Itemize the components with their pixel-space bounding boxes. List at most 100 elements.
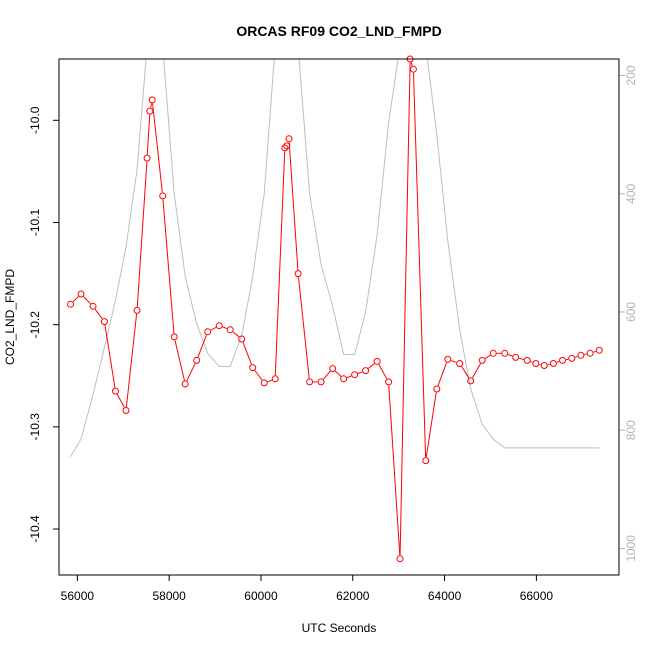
- co2-series-segment: [72, 296, 79, 303]
- co2-data-point: [444, 355, 452, 363]
- y-tick-label: -10.1: [28, 209, 42, 237]
- co2-series-segment: [242, 342, 252, 365]
- co2-data-point: [285, 135, 293, 143]
- right-y-tick-label: 600: [624, 302, 638, 322]
- co2-data-point: [159, 192, 167, 200]
- co2-data-point: [215, 322, 223, 330]
- x-tick-label: 58000: [152, 589, 186, 603]
- co2-data-point: [523, 356, 531, 364]
- co2-data-point: [260, 379, 268, 387]
- co2-data-point: [133, 306, 141, 314]
- co2-data-point: [281, 144, 289, 152]
- co2-data-point: [595, 346, 603, 354]
- co2-series-segment: [254, 370, 263, 381]
- y-axis: -10.4 -10.3 -10.2 -10.1 -10.0: [28, 106, 59, 543]
- co2-data-point: [362, 367, 370, 375]
- co2-series-segment: [150, 103, 152, 108]
- right-axis-series: [70, 59, 600, 458]
- co2-data-point: [577, 351, 585, 359]
- co2-series-segment: [232, 331, 240, 338]
- co2-series-segment: [413, 72, 427, 458]
- co2-data-point: [67, 300, 74, 308]
- co2-data-point: [456, 360, 464, 367]
- co2-series-segment: [484, 354, 491, 359]
- co2-series-segment: [116, 393, 125, 408]
- co2-series-segment: [451, 360, 457, 363]
- co2-data-point: [89, 302, 97, 310]
- right-y-axis: 200 400 600 800 1000: [619, 65, 638, 562]
- co2-series-segment: [174, 340, 185, 381]
- right-y-tick-label: 800: [624, 420, 638, 440]
- x-axis-label: UTC Seconds: [302, 621, 377, 635]
- co2-series-segment: [530, 361, 533, 363]
- co2-series-segment: [556, 361, 560, 363]
- co2-data-point: [385, 378, 393, 386]
- co2-series-segment: [197, 335, 207, 358]
- co2-series-segment: [288, 142, 299, 271]
- co2-series-segment: [83, 296, 91, 305]
- co2-data-point: [193, 356, 201, 364]
- co2-series-segment: [136, 161, 148, 307]
- y-tick-label: -10.0: [28, 106, 42, 134]
- co2-data-point: [317, 378, 325, 386]
- co2-data-point: [77, 290, 85, 298]
- y-tick-label: -10.4: [28, 515, 42, 543]
- co2-data-point: [433, 385, 441, 393]
- co2-data-point: [373, 357, 381, 365]
- co2-data-point: [226, 326, 234, 334]
- co2-data-point: [422, 457, 430, 465]
- co2-series-segment: [267, 379, 272, 383]
- co2-series-segment: [125, 313, 138, 407]
- co2-series-segment: [507, 354, 513, 357]
- co2-data-point: [249, 364, 257, 372]
- co2-data-point: [146, 107, 154, 115]
- co2-data-point: [540, 362, 548, 369]
- x-tick-label: 56000: [61, 589, 95, 603]
- right-y-tick-label: 400: [624, 183, 638, 203]
- co2-series-segment: [425, 392, 437, 458]
- y-tick-label: -10.3: [28, 413, 42, 441]
- co2-data-point: [329, 365, 337, 373]
- co2-data-point: [100, 318, 108, 326]
- co2-series-segment: [162, 199, 175, 334]
- co2-series-segment: [346, 375, 352, 379]
- co2-data-point: [559, 356, 566, 364]
- co2-data-point: [568, 354, 576, 362]
- co2-data-point: [549, 360, 557, 367]
- x-axis: 56000 58000 60000 62000 64000 66000: [61, 575, 554, 603]
- co2-series-segment: [222, 326, 227, 329]
- co2-series-segment: [186, 363, 196, 381]
- co2-series-segment: [146, 114, 151, 155]
- co2-data-point: [478, 356, 486, 364]
- co2-data-point: [489, 349, 497, 357]
- co2-data-point: [409, 65, 417, 73]
- co2-series-segment: [472, 363, 481, 378]
- co2-data-point: [112, 387, 119, 395]
- co2-data-point: [501, 349, 509, 357]
- co2-data-point: [396, 555, 404, 563]
- right-y-tick-label: 1000: [624, 535, 638, 562]
- x-tick-label: 64000: [428, 589, 462, 603]
- co2-series-segment: [519, 357, 524, 360]
- co2-series-segment: [357, 371, 363, 374]
- co2-data-point: [294, 270, 302, 278]
- plot-frame: [58, 58, 620, 576]
- co2-series-segment: [210, 326, 217, 331]
- co2-series-segment: [298, 277, 310, 379]
- co2-data-point: [340, 375, 348, 383]
- chart-title: ORCAS RF09 CO2_LND_FMPD: [236, 23, 441, 39]
- x-tick-label: 66000: [520, 589, 554, 603]
- co2-series-segment: [461, 366, 470, 379]
- co2-series-segment: [274, 151, 286, 376]
- co2-series-segment: [323, 370, 331, 380]
- co2-data-point: [306, 378, 314, 386]
- co2-data-point: [143, 154, 151, 162]
- x-tick-label: 60000: [244, 589, 278, 603]
- co2-data-point: [532, 360, 540, 367]
- co2-series-segment: [152, 103, 163, 193]
- co2-series-segment: [399, 62, 411, 556]
- co2-series-segment: [368, 363, 375, 369]
- co2-data-point: [467, 377, 475, 385]
- co2-data-point: [204, 328, 212, 336]
- co2-series-segment: [437, 362, 447, 386]
